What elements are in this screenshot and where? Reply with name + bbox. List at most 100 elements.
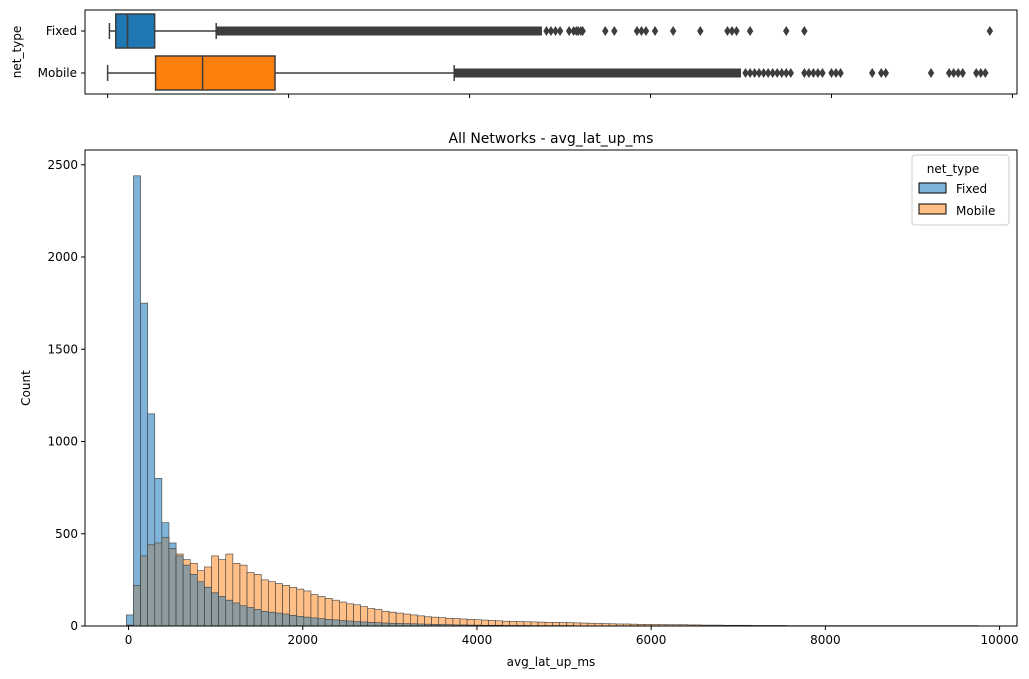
hist-bar-fixed bbox=[324, 619, 333, 627]
outlier-point-mobile bbox=[973, 68, 980, 78]
legend-swatch-fixed bbox=[918, 182, 947, 194]
outlier-point-mobile bbox=[959, 68, 966, 78]
legend-swatch-mobile bbox=[918, 203, 947, 215]
outlier-point-mobile bbox=[755, 68, 763, 78]
box-fixed bbox=[115, 13, 156, 49]
y-tick-label-fixed: Fixed bbox=[46, 24, 77, 38]
x-axis-label: avg_lat_up_ms bbox=[507, 655, 596, 669]
outlier-band-mobile bbox=[454, 68, 742, 78]
hist-bar-mobile bbox=[140, 555, 148, 627]
outlier-point-mobile bbox=[778, 68, 785, 78]
outlier-point-fixed bbox=[669, 26, 677, 36]
y-tick-label: 0 bbox=[70, 619, 78, 633]
histogram-frame bbox=[84, 149, 1018, 627]
y-tick-label: 2000 bbox=[47, 250, 78, 264]
y-tick-label-mobile: Mobile bbox=[38, 66, 77, 80]
outlier-band-fixed bbox=[216, 26, 542, 36]
outlier-point-fixed bbox=[728, 26, 736, 36]
hist-bar-fixed bbox=[331, 619, 340, 627]
hist-bar-fixed bbox=[260, 610, 269, 627]
boxplot-mobile bbox=[106, 55, 989, 91]
outlier-point-fixed bbox=[556, 26, 564, 36]
legend-label-mobile: Mobile bbox=[956, 204, 995, 218]
hist-bar-fixed bbox=[339, 620, 347, 627]
hist-bar-fixed bbox=[126, 614, 134, 627]
outlier-point-fixed bbox=[801, 26, 808, 36]
hist-bar-fixed bbox=[317, 618, 326, 627]
outlier-point-mobile bbox=[783, 68, 790, 78]
x-tick-label: 8000 bbox=[810, 633, 841, 647]
outlier-point-mobile bbox=[764, 68, 772, 78]
outlier-point-fixed bbox=[651, 26, 659, 36]
hist-bar-mobile bbox=[161, 537, 170, 627]
x-tick-label: 2000 bbox=[287, 633, 318, 647]
outlier-point-mobile bbox=[751, 68, 758, 78]
hist-bar-fixed bbox=[197, 581, 205, 627]
hist-bar-fixed bbox=[189, 574, 198, 627]
boxplot-fixed bbox=[108, 13, 994, 49]
hist-bar-fixed bbox=[232, 602, 241, 627]
boxplot-axes: Fixed Mobile net_type bbox=[10, 9, 1018, 98]
outlier-point-mobile bbox=[869, 68, 876, 78]
hist-bar-fixed bbox=[133, 175, 141, 627]
y-tick-label: 1000 bbox=[47, 435, 78, 449]
outlier-point-fixed bbox=[724, 26, 731, 36]
hist-bar-fixed bbox=[282, 613, 290, 627]
chart-title: All Networks - avg_lat_up_ms bbox=[449, 131, 654, 147]
boxplot-frame bbox=[84, 9, 1018, 95]
hist-bar-fixed bbox=[310, 617, 319, 627]
outlier-point-mobile bbox=[882, 68, 889, 78]
outlier-point-mobile bbox=[832, 68, 840, 78]
x-tick-label: 10000 bbox=[980, 633, 1018, 647]
x-tick-label: 0 bbox=[125, 633, 133, 647]
outlier-point-mobile bbox=[774, 68, 781, 78]
outlier-point-mobile bbox=[746, 68, 754, 78]
outlier-point-mobile bbox=[837, 68, 844, 78]
hist-bar-fixed bbox=[353, 621, 361, 627]
outlier-point-mobile bbox=[950, 68, 957, 78]
outlier-point-fixed bbox=[543, 26, 550, 36]
outlier-point-fixed bbox=[642, 26, 650, 36]
y-tick-label: 1500 bbox=[47, 342, 78, 356]
outlier-point-fixed bbox=[602, 26, 609, 36]
outlier-point-fixed bbox=[547, 26, 555, 36]
outlier-point-fixed bbox=[746, 26, 754, 36]
hist-bar-fixed bbox=[175, 555, 184, 627]
outlier-point-mobile bbox=[742, 68, 749, 78]
histogram-axes: 0 2000 4000 6000 8000 10000 0 500 1000 1500 2000 25… bbox=[19, 131, 1019, 669]
outlier-point-mobile bbox=[977, 68, 985, 78]
x-tick-label: 4000 bbox=[462, 633, 493, 647]
legend-label-fixed: Fixed bbox=[956, 182, 987, 196]
hist-bar-fixed bbox=[367, 622, 376, 627]
hist-bar-fixed bbox=[246, 607, 255, 627]
outlier-point-mobile bbox=[805, 68, 813, 78]
outlier-point-mobile bbox=[814, 68, 822, 78]
outlier-point-fixed bbox=[986, 26, 994, 36]
outlier-point-mobile bbox=[810, 68, 817, 78]
legend: net_type Fixed Mobile bbox=[911, 154, 1010, 226]
hist-bar-fixed bbox=[268, 611, 276, 627]
outlier-point-fixed bbox=[697, 26, 704, 36]
hist-bar-fixed bbox=[218, 596, 227, 627]
hist-bar-mobile bbox=[168, 548, 177, 627]
y-tick-label: 2500 bbox=[47, 158, 78, 172]
legend-title: net_type bbox=[927, 162, 980, 176]
hist-bar-mobile bbox=[154, 542, 163, 627]
hist-bar-fixed bbox=[346, 620, 354, 627]
hist-bar-fixed bbox=[204, 586, 212, 627]
outlier-point-mobile bbox=[787, 68, 794, 78]
outlier-point-fixed bbox=[633, 26, 641, 36]
outlier-point-mobile bbox=[982, 68, 989, 78]
outlier-point-fixed bbox=[611, 26, 618, 36]
y-axis-label: Count bbox=[19, 370, 33, 406]
box-mobile bbox=[154, 55, 276, 91]
outlier-point-mobile bbox=[819, 68, 826, 78]
outlier-point-fixed bbox=[783, 26, 790, 36]
hist-bar-fixed bbox=[239, 605, 248, 627]
outlier-point-mobile bbox=[801, 68, 808, 78]
outlier-point-fixed bbox=[552, 26, 559, 36]
hist-bar-fixed bbox=[289, 614, 298, 627]
hist-bar-fixed bbox=[275, 612, 283, 627]
outlier-point-mobile bbox=[769, 68, 776, 78]
hist-bar-fixed bbox=[253, 609, 262, 627]
